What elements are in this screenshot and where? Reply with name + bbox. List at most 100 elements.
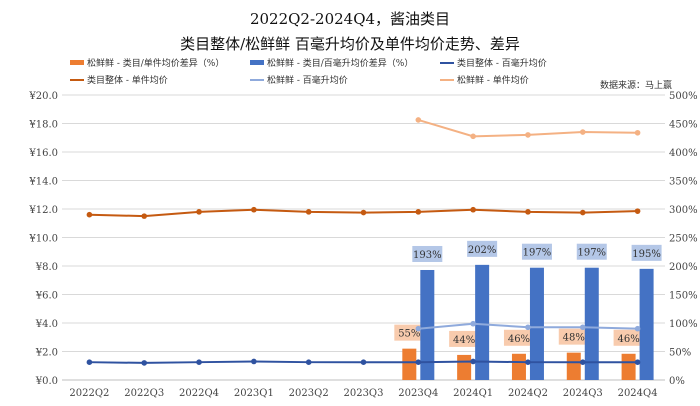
data-label: 197% (523, 248, 552, 259)
series-point (634, 208, 641, 214)
series-point (579, 209, 586, 216)
data-label: 193% (413, 250, 442, 261)
series-point (634, 325, 641, 332)
data-label-bg (576, 243, 607, 260)
bar-orange (621, 353, 636, 380)
series-point (470, 206, 476, 213)
series-point (305, 359, 312, 365)
y-left-tick: ¥2.0 (35, 348, 58, 359)
legend-line-swatch (70, 78, 84, 81)
series-point (470, 133, 476, 140)
bar-blue (420, 269, 435, 380)
series-point (360, 209, 367, 216)
y-right-tick: 50% (669, 348, 691, 359)
series-point (415, 209, 422, 215)
data-label-bg (521, 243, 552, 260)
legend-label: 松鲜鲜 - 类目/百毫升均价差异（%） (267, 59, 414, 69)
data-label: 195% (632, 249, 661, 260)
bar-blue (584, 267, 599, 380)
series-point (415, 117, 422, 123)
series-point (579, 359, 586, 365)
legend-bar-swatch (70, 60, 84, 65)
bar-orange (566, 352, 581, 380)
series-point (525, 132, 531, 138)
y-left-tick: ¥18.0 (28, 120, 58, 131)
bar-orange (402, 348, 417, 380)
series-point (579, 324, 586, 331)
y-right-tick: 0% (669, 376, 685, 387)
series-point (470, 358, 476, 365)
data-label-bg (467, 240, 498, 257)
x-tick: 2023Q1 (234, 388, 274, 399)
y-left-tick: ¥8.0 (35, 262, 58, 273)
data-label-bg (412, 245, 443, 262)
data-label-bg (449, 330, 480, 347)
series-point (634, 359, 641, 365)
legend-item: 松鲜鲜 - 百毫升均价 (250, 73, 440, 86)
data-label: 48% (563, 333, 585, 344)
series-point (470, 320, 476, 327)
legend-item: 类目整体 - 百毫升均价 (440, 56, 630, 69)
series-point (525, 359, 531, 365)
data-label-bg (613, 329, 644, 346)
x-tick: 2022Q2 (69, 388, 109, 399)
series-point (196, 209, 202, 215)
y-right-tick: 400% (669, 148, 698, 159)
x-tick: 2023Q4 (398, 388, 438, 399)
data-label: 197% (577, 248, 606, 259)
y-right-tick: 200% (669, 262, 698, 273)
data-label: 44% (453, 335, 475, 346)
x-tick: 2024Q4 (618, 388, 658, 399)
series-point (415, 359, 422, 365)
y-left-tick: ¥20.0 (28, 91, 58, 102)
data-label: 46% (617, 334, 639, 345)
y-right-tick: 500% (669, 91, 698, 102)
source-note: 数据来源：马上赢 (599, 81, 672, 91)
y-right-tick: 300% (669, 205, 698, 216)
legend-label: 松鲜鲜 - 百毫升均价 (267, 76, 348, 86)
series-point (251, 206, 257, 213)
legend-label: 类目整体 - 百毫升均价 (457, 59, 547, 69)
series-point (86, 211, 93, 218)
x-tick: 2023Q3 (343, 388, 383, 399)
legend-line-swatch (440, 78, 454, 81)
y-right-tick: 150% (669, 291, 698, 302)
data-label: 46% (508, 334, 530, 345)
series-point (86, 359, 93, 365)
series-point (634, 129, 641, 136)
legend-label: 松鲜鲜 - 单件均价 (457, 76, 529, 86)
x-tick: 2023Q2 (289, 388, 329, 399)
data-label: 55% (398, 329, 420, 340)
data-label-bg (558, 328, 589, 345)
bar-orange (457, 354, 472, 380)
y-left-tick: ¥12.0 (28, 205, 58, 216)
series-point (141, 360, 148, 366)
bar-blue (475, 264, 490, 380)
y-left-tick: ¥6.0 (35, 291, 58, 302)
x-tick: 2024Q1 (453, 388, 493, 399)
x-tick: 2024Q3 (563, 388, 603, 399)
series-point (579, 129, 586, 135)
legend-item: 松鲜鲜 - 单件均价 (440, 73, 630, 86)
series-point (251, 358, 257, 365)
legend-item: 松鲜鲜 - 类目/单件均价差异（%） (70, 56, 250, 69)
legend-label: 类目整体 - 单件均价 (87, 76, 168, 86)
series-point (360, 359, 367, 365)
series-point (305, 209, 312, 215)
data-label: 202% (468, 245, 497, 256)
bar-blue (639, 268, 654, 380)
series-point (525, 209, 531, 215)
y-left-tick: ¥4.0 (35, 319, 58, 330)
bar-blue (529, 267, 544, 380)
chart-title: 2022Q2-2024Q4，酱油类目 (249, 10, 451, 28)
bar-orange (511, 353, 526, 380)
y-left-tick: ¥14.0 (28, 177, 58, 188)
legend-line-swatch (440, 61, 454, 64)
y-right-tick: 350% (669, 177, 698, 188)
x-tick: 2022Q3 (124, 388, 164, 399)
legend-item: 类目整体 - 单件均价 (70, 73, 250, 86)
series-point (196, 359, 202, 365)
legend-label: 松鲜鲜 - 类目/单件均价差异（%） (87, 59, 225, 69)
